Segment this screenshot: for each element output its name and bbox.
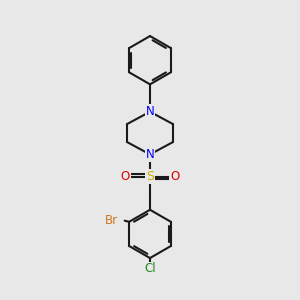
Text: Br: Br — [105, 214, 118, 227]
Text: N: N — [146, 105, 154, 118]
Text: O: O — [121, 170, 130, 183]
Text: O: O — [170, 170, 179, 183]
Text: N: N — [146, 148, 154, 161]
Text: Cl: Cl — [144, 262, 156, 275]
Text: S: S — [146, 170, 154, 183]
